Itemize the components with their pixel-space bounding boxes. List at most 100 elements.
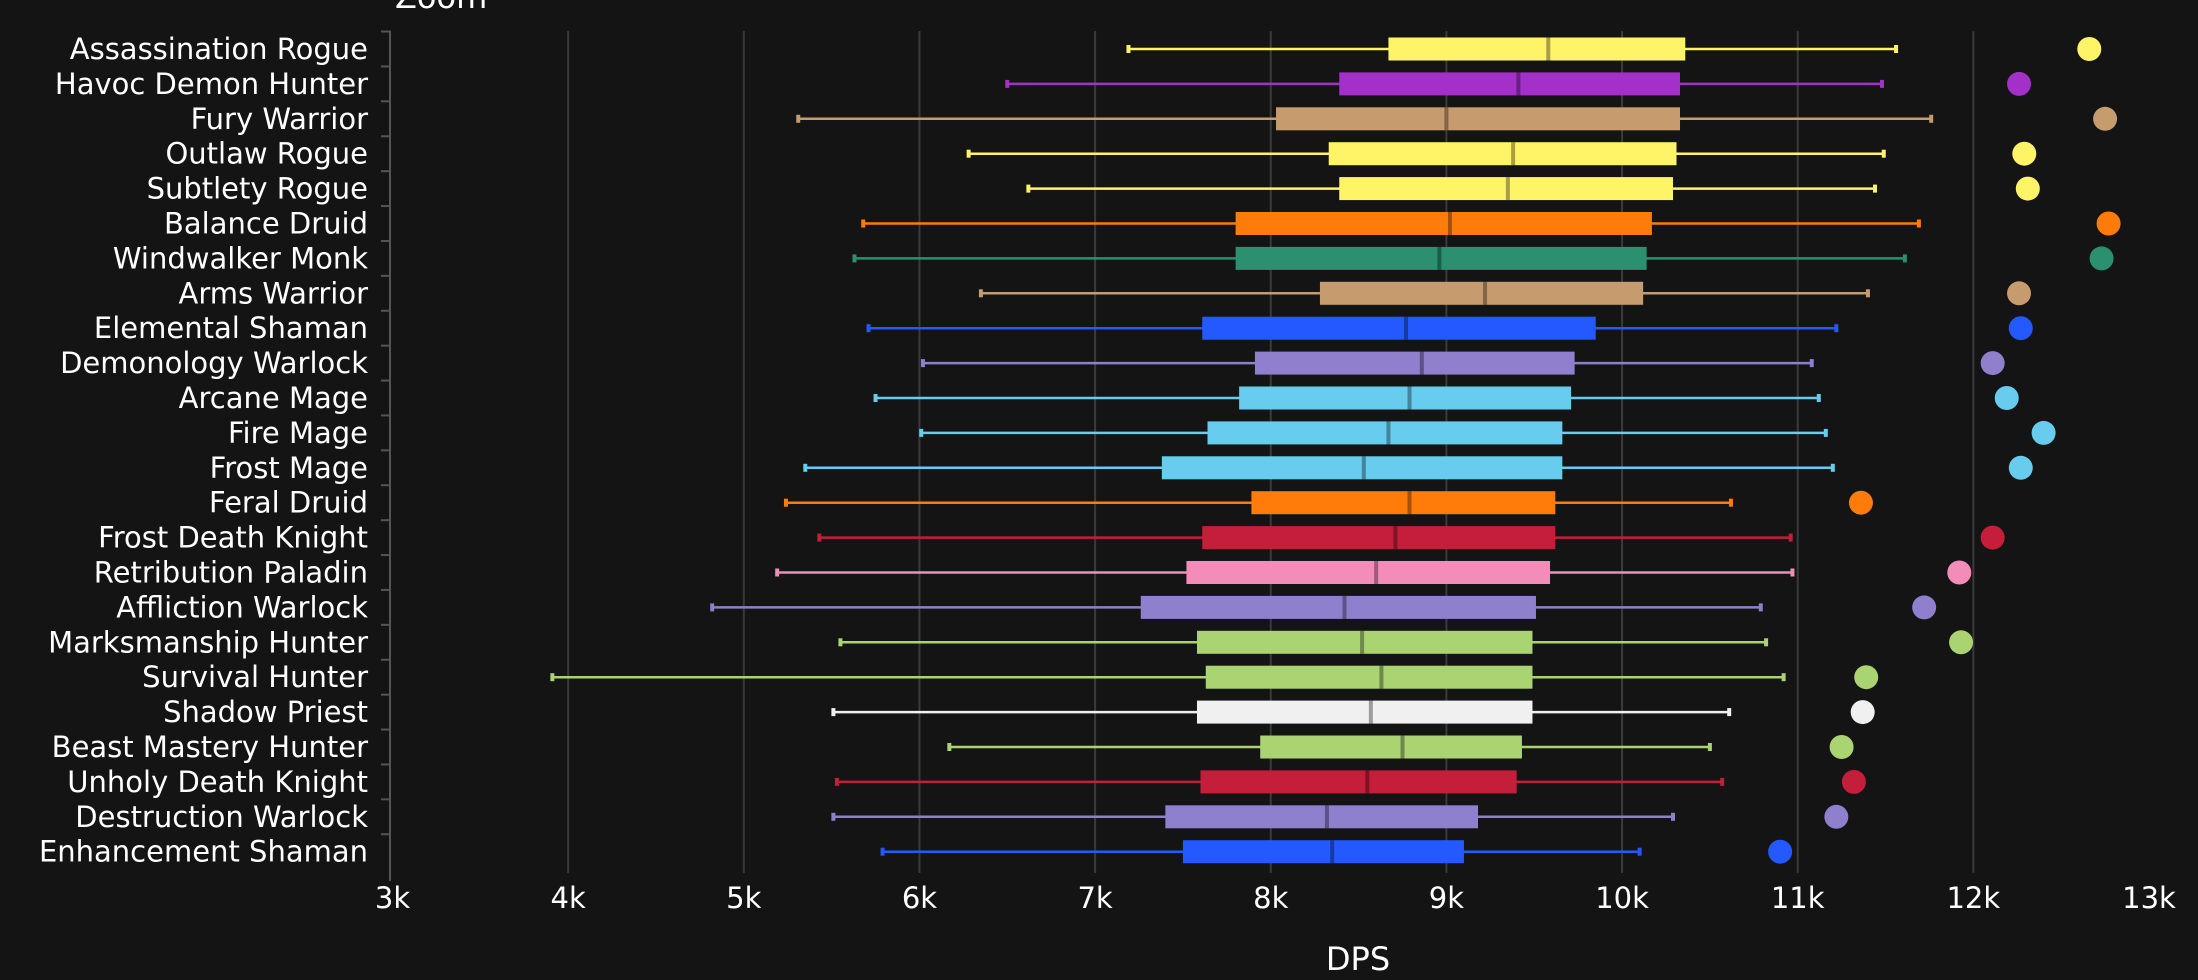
x-tick-label: 9k <box>1429 881 1464 915</box>
box-iqr <box>1328 142 1677 166</box>
x-tick-label: 3k <box>375 881 410 915</box>
y-tick-label: Retribution Paladin <box>94 556 368 590</box>
box-retribution-paladin <box>775 560 1972 585</box>
zoom-label[interactable]: Zoom <box>395 0 487 16</box>
y-tick-label: Shadow Priest <box>163 695 368 729</box>
outlier-point <box>2012 141 2037 166</box>
y-tick-label: Fire Mage <box>228 416 368 450</box>
box-beast-mastery-hunter <box>947 735 1854 759</box>
box-shadow-priest <box>831 700 1875 725</box>
y-tick-label: Enhancement Shaman <box>39 835 368 869</box>
y-tick-label: Marksmanship Hunter <box>48 625 368 659</box>
box-iqr <box>1207 421 1563 445</box>
outlier-point <box>1854 665 1879 690</box>
outlier-point <box>1768 839 1793 864</box>
box-feral-druid <box>783 490 1873 515</box>
box-fury-warrior <box>796 106 2118 131</box>
y-tick-label: Frost Mage <box>210 451 368 485</box>
box-marksmanship-hunter <box>838 630 1974 655</box>
outlier-point <box>2007 71 2032 96</box>
outlier-point <box>1980 525 2005 550</box>
y-tick-label: Windwalker Monk <box>113 241 368 275</box>
y-tick-label: Fury Warrior <box>191 102 369 136</box>
box-iqr <box>1235 246 1647 270</box>
box-iqr <box>1235 212 1652 235</box>
y-tick-label: Arms Warrior <box>179 276 369 310</box>
y-tick-label: Assassination Rogue <box>70 32 368 66</box>
box-iqr <box>1186 561 1551 584</box>
box-elemental-shaman <box>866 316 2033 341</box>
y-tick-label: Outlaw Rogue <box>165 137 368 171</box>
outlier-point <box>2015 176 2040 201</box>
box-iqr <box>1319 281 1644 305</box>
box-havoc-demon-hunter <box>1005 71 2032 96</box>
outlier-point <box>1829 735 1854 759</box>
box-iqr <box>1339 72 1681 96</box>
x-tick-label: 13k <box>2122 881 2176 915</box>
box-balance-druid <box>861 211 2121 236</box>
box-arcane-mage <box>873 386 2019 410</box>
box-iqr <box>1196 700 1533 724</box>
y-tick-label: Subtlety Rogue <box>147 172 368 206</box>
box-demonology-warlock <box>920 351 2005 376</box>
outlier-point <box>1912 595 1937 620</box>
x-tick-label: 5k <box>726 881 761 915</box>
box-iqr <box>1260 735 1522 759</box>
x-tick-label: 10k <box>1595 881 1649 915</box>
y-tick-label: Destruction Warlock <box>75 800 368 834</box>
box-subtlety-rogue <box>1026 176 2040 201</box>
outlier-point <box>2031 420 2056 445</box>
box-iqr <box>1276 107 1681 131</box>
x-axis: 3k 4k 5k 6k 7k 8k 9k 10k 11k 12k 13k <box>375 881 2176 915</box>
outlier-point <box>2077 37 2102 61</box>
outlier-point <box>2007 281 2032 306</box>
box-iqr <box>1251 491 1556 515</box>
y-tick-label: Havoc Demon Hunter <box>55 67 368 101</box>
box-iqr <box>1140 595 1536 619</box>
x-tick-label: 11k <box>1771 881 1825 915</box>
box-iqr <box>1239 386 1572 410</box>
box-fire-mage <box>919 420 2056 445</box>
x-tick-label: 12k <box>1946 881 2000 915</box>
grid-lines <box>567 31 1975 873</box>
y-tick-label: Frost Death Knight <box>98 521 368 555</box>
box-iqr <box>1161 456 1563 480</box>
outlier-point <box>1841 769 1866 794</box>
outlier-point <box>1824 804 1849 829</box>
box-iqr <box>1339 177 1673 201</box>
box-windwalker-monk <box>852 246 2114 271</box>
box-frost-mage <box>803 455 2033 480</box>
outlier-point <box>2089 246 2114 271</box>
outlier-point <box>2008 455 2033 480</box>
x-tick-label: 4k <box>551 881 586 915</box>
outlier-point <box>2008 316 2033 341</box>
y-tick-label: Unholy Death Knight <box>67 765 368 799</box>
box-unholy-death-knight <box>834 769 1866 794</box>
y-tick-label: Beast Mastery Hunter <box>52 730 368 764</box>
y-tick-label: Affliction Warlock <box>116 590 368 624</box>
y-tick-label: Elemental Shaman <box>94 311 368 345</box>
box-iqr <box>1388 37 1686 61</box>
box-survival-hunter <box>550 665 1879 690</box>
box-iqr <box>1254 351 1575 375</box>
x-axis-label: DPS <box>1326 940 1390 978</box>
box-affliction-warlock <box>710 595 1937 620</box>
boxes <box>550 37 2121 864</box>
x-tick-label: 7k <box>1077 881 1112 915</box>
y-tick-label: Feral Druid <box>209 486 368 520</box>
box-iqr <box>1202 316 1596 340</box>
box-enhancement-shaman <box>880 839 1793 864</box>
box-iqr <box>1182 840 1464 864</box>
y-tick-label: Survival Hunter <box>142 660 368 694</box>
y-tick-label: Demonology Warlock <box>60 346 368 380</box>
outlier-point <box>2093 106 2118 131</box>
x-tick-label: 8k <box>1253 881 1288 915</box>
box-iqr <box>1200 770 1517 794</box>
y-tick-label: Arcane Mage <box>179 381 368 415</box>
box-arms-warrior <box>978 281 2032 306</box>
box-iqr <box>1202 526 1556 550</box>
box-iqr <box>1205 665 1533 689</box>
outlier-point <box>1850 700 1875 725</box>
